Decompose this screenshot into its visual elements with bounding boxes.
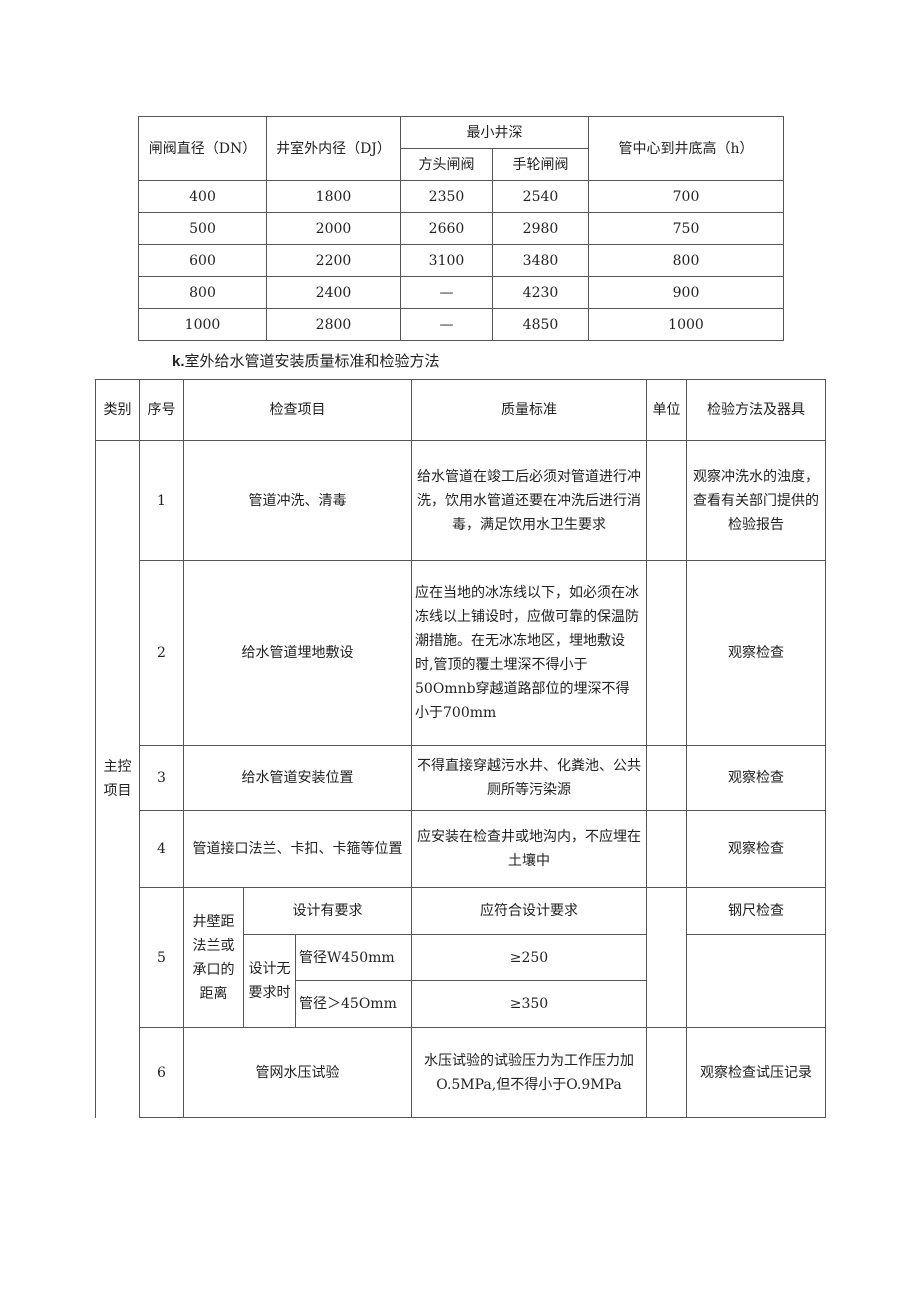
standard-cell: 应安装在检查井或地沟内，不应埋在土壤中 <box>411 810 647 888</box>
table-row: 600 2200 3100 3480 800 <box>138 244 784 277</box>
method-cell <box>686 934 826 1028</box>
header-category: 类别 <box>95 379 140 441</box>
header-dn: 闸阀直径（DN） <box>138 116 267 181</box>
table-row: 3 给水管道安装位置 不得直接穿越污水井、化粪池、公共厕所等污染源 观察检查 <box>96 745 826 811</box>
seq-cell: 2 <box>139 560 184 746</box>
unit-cell <box>646 810 687 888</box>
table-cell: 600 <box>138 244 267 277</box>
standard-cell: 水压试验的试验压力为工作压力加O.5MPa,但不得小于O.9MPa <box>411 1027 647 1118</box>
table-cell: 4230 <box>492 276 589 309</box>
well-depth-table: 闸阀直径（DN） 井室外内径（DJ） 最小井深 管中心到井底高（h） 方头闸阀 … <box>138 116 784 341</box>
table-row: 4 管道接口法兰、卡扣、卡箍等位置 应安装在检查井或地沟内，不应埋在土壤中 观察… <box>96 810 826 888</box>
table-cell: 2540 <box>492 180 589 213</box>
standard-cell: 给水管道在竣工后必须对管道进行冲洗，饮用水管道还要在冲洗后进行消毒，满足饮用水卫… <box>411 440 647 561</box>
seq-cell: 6 <box>139 1027 184 1118</box>
table-cell: 2200 <box>266 244 401 277</box>
item-cell: 管道冲洗、清毒 <box>183 440 412 561</box>
seq-cell: 4 <box>139 810 184 888</box>
header-item: 检查项目 <box>183 379 412 441</box>
header-method: 检验方法及器具 <box>686 379 826 441</box>
unit-cell <box>646 887 687 1028</box>
unit-cell <box>646 440 687 561</box>
table-cell: 4850 <box>492 308 589 341</box>
table-cell: 900 <box>588 276 784 309</box>
header-wheel: 手轮闸阀 <box>492 148 589 181</box>
table-row: 400 1800 2350 2540 700 <box>138 180 784 213</box>
table-cell: 1800 <box>266 180 401 213</box>
table-row: 设计无要求时 管径W450mm ≥250 <box>96 934 826 1028</box>
item-cell: 给水管道安装位置 <box>183 745 412 811</box>
method-cell: 观察检查 <box>686 745 826 811</box>
sub-item-cell: 设计无要求时 <box>243 934 296 1028</box>
sub-item-cell: 管径＞45Omm <box>295 980 412 1028</box>
header-seq: 序号 <box>139 379 184 441</box>
table-cell: 2000 <box>266 212 401 245</box>
header-standard: 质量标准 <box>411 379 647 441</box>
standard-cell: ≥250 <box>411 934 647 981</box>
section-prefix: k. <box>172 353 185 370</box>
section-title-text: 室外给水管道安装质量标准和检验方法 <box>184 352 440 370</box>
method-cell: 观察检查 <box>686 560 826 746</box>
seq-cell: 5 <box>139 887 184 1028</box>
table-row: 800 2400—4230 900 <box>138 276 784 309</box>
unit-cell <box>646 560 687 746</box>
header-h: 管中心到井底高（h） <box>588 116 784 181</box>
table-row: 主控项目 1 管道冲洗、清毒 给水管道在竣工后必须对管道进行冲洗，饮用水管道还要… <box>95 440 826 1118</box>
header-square: 方头闸阀 <box>400 148 493 181</box>
table-cell: 3480 <box>492 244 589 277</box>
sub-item-cell: 管径W450mm <box>295 934 412 981</box>
table-cell: 2400 <box>266 276 401 309</box>
item-cell: 管网水压试验 <box>183 1027 412 1118</box>
standard-cell: 不得直接穿越污水井、化粪池、公共厕所等污染源 <box>411 745 647 811</box>
table-cell: 750 <box>588 212 784 245</box>
standard-cell: 应在当地的冰冻线以下，如必须在冰冻线以上铺设时，应做可靠的保温防潮措施。在无冰冻… <box>411 560 647 746</box>
table-row: 2 给水管道埋地敷设 应在当地的冰冻线以下，如必须在冰冻线以上铺设时，应做可靠的… <box>96 560 826 746</box>
table-row: 5 井壁距法兰或承口的距离 设计有要求 应符合设计要求 钢尺检查 <box>96 887 826 1028</box>
seq-cell: 3 <box>139 745 184 811</box>
table-cell: 800 <box>588 244 784 277</box>
unit-cell <box>646 745 687 811</box>
seq-cell: 1 <box>139 440 184 561</box>
table-cell: 2350 <box>400 180 493 213</box>
method-cell: 钢尺检查 <box>686 887 826 935</box>
unit-cell <box>646 1027 687 1118</box>
table-cell: 800 <box>138 276 267 309</box>
table-cell: — <box>400 308 493 341</box>
table-row: 500 2000 2660 2980 750 <box>138 212 784 245</box>
standard-cell: 应符合设计要求 <box>411 887 647 935</box>
category-cell: 主控项目 <box>95 440 140 1118</box>
table-cell: 2800 <box>266 308 401 341</box>
table-cell: 2660 <box>400 212 493 245</box>
table-cell: 500 <box>138 212 267 245</box>
standard-cell: ≥350 <box>411 980 647 1028</box>
header-min-depth: 最小井深 <box>400 116 589 149</box>
item-cell: 管道接口法兰、卡扣、卡箍等位置 <box>183 810 412 888</box>
header-unit: 单位 <box>646 379 687 441</box>
item-cell: 井壁距法兰或承口的距离 <box>183 887 244 1028</box>
section-title: k.室外给水管道安装质量标准和检验方法 <box>172 350 440 371</box>
table-cell: 1000 <box>588 308 784 341</box>
method-cell: 观察检查 <box>686 810 826 888</box>
table-cell: 1000 <box>138 308 267 341</box>
header-dj: 井室外内径（DJ） <box>266 116 401 181</box>
table-row: 1000 2800—4850 1000 <box>138 308 784 341</box>
table-cell: 2980 <box>492 212 589 245</box>
quality-standard-table: 类别 序号 检查项目 质量标准 单位 检验方法及器具 主控项目 1 管道冲洗、清… <box>95 379 826 1118</box>
method-cell: 观察检查试压记录 <box>686 1027 826 1118</box>
table-cell: 400 <box>138 180 267 213</box>
table-cell: 3100 <box>400 244 493 277</box>
table-cell: 700 <box>588 180 784 213</box>
item-cell: 给水管道埋地敷设 <box>183 560 412 746</box>
method-cell: 观察冲洗水的浊度，查看有关部门提供的检验报告 <box>686 440 826 561</box>
table-row: 6 管网水压试验 水压试验的试验压力为工作压力加O.5MPa,但不得小于O.9M… <box>96 1027 826 1118</box>
table-row: 管径＞45Omm ≥350 <box>96 980 826 1028</box>
sub-item-cell: 设计有要求 <box>243 887 412 935</box>
table-cell: — <box>400 276 493 309</box>
